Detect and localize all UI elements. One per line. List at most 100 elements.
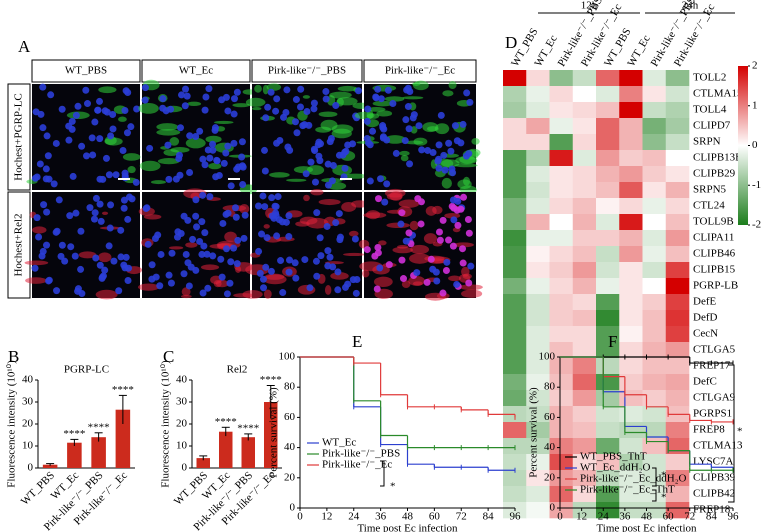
nucleus — [124, 215, 132, 223]
bar — [241, 437, 255, 468]
heatmap-cell — [549, 390, 574, 407]
nucleus — [366, 177, 374, 185]
nucleus — [341, 148, 349, 156]
nucleus — [332, 102, 340, 110]
nucleus — [354, 87, 362, 95]
nucleus — [375, 195, 383, 203]
significance: **** — [112, 384, 134, 396]
nucleus — [273, 95, 281, 103]
heatmap-cell — [665, 86, 690, 103]
nucleus — [234, 236, 242, 244]
signal — [461, 289, 483, 298]
significance: **** — [237, 422, 259, 434]
heatmap-cell — [619, 278, 643, 295]
panel-label: B — [8, 347, 19, 366]
heatmap-cell — [596, 294, 620, 311]
nucleus — [410, 111, 418, 119]
signal — [269, 172, 290, 178]
nucleus — [71, 252, 79, 260]
nucleus — [230, 139, 238, 147]
nucleus — [109, 111, 117, 119]
heatmap-cell — [526, 150, 550, 167]
nucleus — [274, 193, 282, 201]
heatmap-cell — [526, 486, 550, 503]
signal — [324, 285, 332, 295]
x-tick-label: 60 — [663, 511, 675, 523]
y-tick-label: 40 — [176, 374, 188, 386]
y-tick-label: 40 — [544, 441, 556, 453]
row-label-box — [7, 83, 31, 191]
heatmap-cell — [572, 470, 597, 487]
heatmap-cell — [572, 438, 597, 455]
signal — [262, 84, 269, 95]
nucleus — [286, 256, 294, 264]
nucleus — [433, 277, 441, 285]
heatmap-cell — [503, 102, 527, 119]
nucleus — [379, 124, 387, 132]
heatmap-cell — [572, 182, 597, 199]
nucleus — [94, 106, 102, 114]
heatmap-cell — [549, 262, 574, 279]
row-label: FREP8 — [693, 424, 725, 436]
heatmap-cell — [642, 486, 667, 503]
heatmap-cell — [596, 246, 620, 263]
heatmap-cell — [526, 326, 550, 343]
nucleus — [449, 242, 457, 250]
signal — [400, 154, 409, 162]
heatmap-cell — [503, 294, 527, 311]
nucleus — [86, 204, 94, 212]
heatmap-cell — [619, 150, 643, 167]
heatmap-cell — [572, 454, 597, 471]
nucleus — [414, 195, 422, 203]
y-tick-label: 40 — [284, 441, 296, 453]
nucleus — [65, 122, 73, 130]
nucleus — [157, 250, 165, 258]
error-bar — [70, 438, 79, 446]
heatmap-cell — [503, 150, 527, 167]
nucleus — [58, 105, 66, 113]
heatmap-cell — [596, 182, 620, 199]
heatmap-cell — [665, 166, 690, 183]
heatmap-cell — [642, 70, 667, 87]
nucleus — [99, 272, 107, 280]
y-tick-label: 10 — [176, 440, 188, 452]
signal — [337, 85, 358, 92]
signal — [127, 166, 136, 174]
nucleus — [457, 205, 465, 213]
nucleus — [376, 264, 384, 272]
signal — [224, 231, 237, 242]
nucleus — [209, 252, 217, 260]
heatmap-cell — [596, 278, 620, 295]
nucleus — [200, 242, 208, 250]
signal — [163, 149, 180, 156]
heatmap-cell — [665, 486, 690, 503]
nucleus — [97, 217, 105, 225]
nucleus — [286, 146, 294, 154]
heatmap-cell — [526, 438, 550, 455]
nucleus — [259, 192, 267, 200]
heatmap-cell — [549, 422, 574, 439]
nucleus — [176, 124, 184, 132]
nucleus — [341, 283, 349, 291]
nucleus — [217, 255, 225, 263]
heatmap-cell — [526, 278, 550, 295]
heatmap-cell — [596, 134, 620, 151]
legend-label: Pirk-like⁻/⁻_Ec_ddH₂O — [580, 473, 687, 485]
y-tick-label: 100 — [279, 351, 296, 363]
nucleus — [322, 95, 330, 103]
nucleus — [102, 154, 110, 162]
nucleus — [148, 261, 156, 269]
signal — [441, 159, 460, 168]
heatmap-cell — [526, 230, 550, 247]
nucleus — [66, 212, 74, 220]
heatmap-cell — [596, 214, 620, 231]
nucleus — [449, 169, 457, 177]
nucleus — [465, 150, 473, 158]
nucleus — [61, 257, 69, 265]
nucleus — [268, 194, 276, 202]
nucleus — [264, 103, 272, 111]
nucleus — [201, 161, 209, 169]
signal — [263, 224, 270, 229]
nucleus — [142, 204, 150, 212]
nucleus — [374, 249, 382, 257]
